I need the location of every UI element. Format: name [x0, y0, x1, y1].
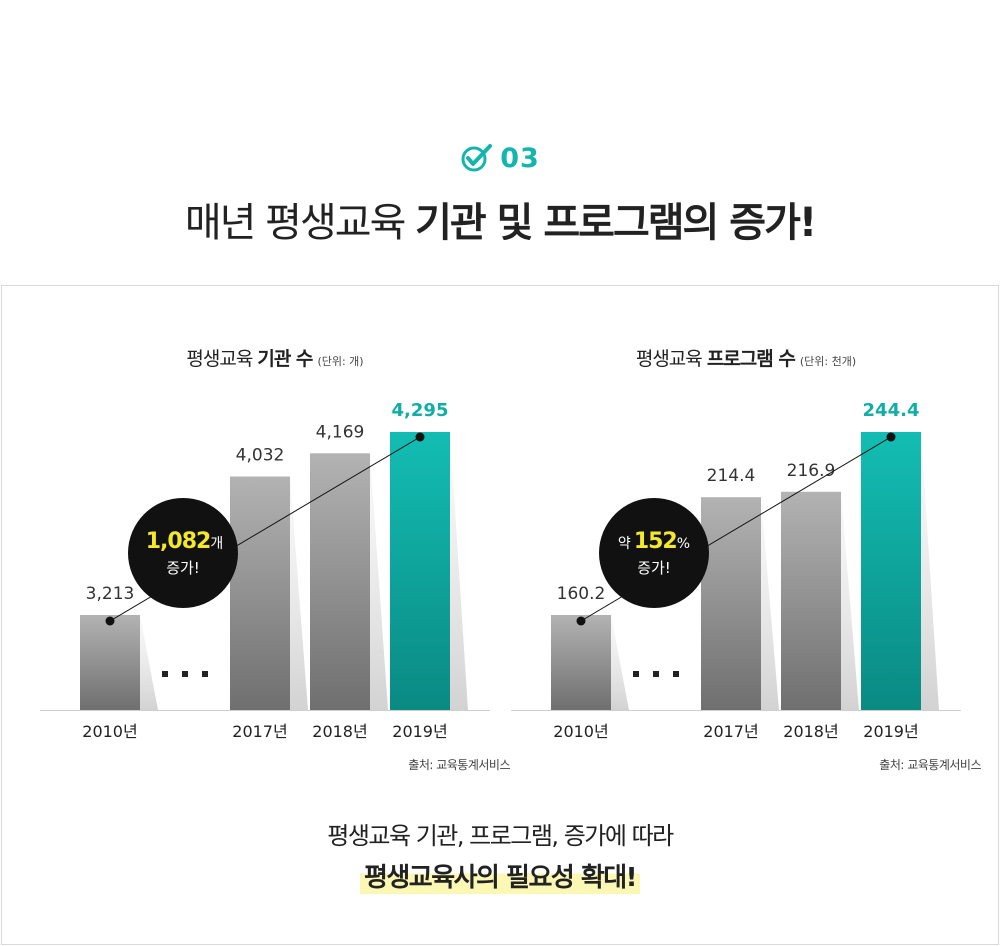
ellipsis-dot [673, 671, 679, 677]
bar-shadow [841, 491, 859, 710]
conclusion: 평생교육 기관, 프로그램, 증가에 따라 평생교육사의 필요성 확대! [2, 816, 998, 894]
bar-value-label: 4,295 [392, 400, 449, 421]
page-title-light: 매년 평생교육 [184, 200, 416, 246]
bar-shadow [761, 497, 779, 710]
callout-line: 약 152% [618, 529, 690, 554]
x-tick-label: 2010년 [553, 722, 608, 741]
conclusion-line: 평생교육 기관, 프로그램, 증가에 따라 [327, 822, 674, 850]
chart-title-strong: 프로그램 수 [706, 348, 796, 370]
chart-title-strong: 기관 수 [257, 348, 313, 370]
ellipsis-dot [162, 671, 168, 677]
bar-value-label: 160.2 [557, 584, 606, 604]
callout-unit: % [676, 535, 691, 552]
bar [230, 476, 290, 710]
bar [861, 432, 921, 710]
bar-value-label: 244.4 [863, 400, 920, 421]
callout-text: 증가! [166, 558, 200, 577]
x-tick-label: 2019년 [863, 722, 918, 741]
bar-shadow [921, 432, 939, 710]
x-tick-label: 2019년 [392, 722, 447, 741]
increase-callout: 약 152% 증가! [599, 498, 709, 608]
bar [781, 491, 841, 710]
bar-shadow [290, 476, 308, 710]
institutions-chart: 평생교육 기관 수 (단위: 개) 3,213 2010년 4,032 2017년 4,… [40, 286, 510, 776]
trend-end-dot [415, 432, 425, 442]
chart-title-light: 평생교육 [635, 348, 707, 370]
page-title: 매년 평생교육 기관 및 프로그램의 증가! [0, 190, 1000, 248]
x-tick-label: 2010년 [82, 722, 137, 741]
bar [80, 615, 140, 710]
callout-unit: 개 [210, 535, 224, 552]
chart-source: 출처: 교육통계서비스 [879, 758, 981, 772]
charts-panel: 평생교육 기관 수 (단위: 개) 3,213 2010년 4,032 2017년 4,… [1, 285, 999, 945]
bar-shadow [140, 615, 158, 710]
x-tick-label: 2017년 [703, 722, 758, 741]
section-badge: 03 [0, 138, 1000, 178]
ellipsis-dot [633, 671, 639, 677]
section-number: 03 [500, 142, 540, 174]
bar-shadow [370, 453, 388, 710]
trend-end-dot [886, 432, 896, 442]
bar-shadow [611, 615, 629, 710]
bar [701, 497, 761, 710]
increase-callout: 1,082개 증가! [128, 498, 238, 608]
bar-value-label: 216.9 [787, 461, 836, 481]
page-title-strong: 기관 및 프로그램의 증가! [415, 200, 817, 246]
ellipsis-dot [202, 671, 208, 677]
bar-value-label: 214.4 [707, 466, 756, 486]
chart-title: 평생교육 기관 수 (단위: 개) [40, 344, 510, 371]
bar [551, 615, 611, 710]
callout-text: 증가! [637, 558, 671, 577]
bar-value-label: 3,213 [86, 584, 135, 604]
x-tick-label: 2018년 [312, 722, 367, 741]
x-tick-label: 2018년 [783, 722, 838, 741]
programs-chart: 평생교육 프로그램 수 (단위: 천개) 160.2 2010년 214.4 2017… [511, 286, 981, 776]
x-tick-label: 2017년 [232, 722, 287, 741]
bar-shadow [450, 432, 468, 710]
ellipsis-dot [653, 671, 659, 677]
chart-unit: (단위: 천개) [799, 355, 857, 368]
chart-title: 평생교육 프로그램 수 (단위: 천개) [511, 344, 981, 371]
chart-plot: 3,213 2010년 4,032 2017년 4,169 2018년 4,295 2019년 [40, 400, 490, 741]
callout-line: 1,082개 [143, 529, 223, 554]
ellipsis-dot [182, 671, 188, 677]
trend-start-dot [576, 616, 586, 626]
conclusion-highlight: 평생교육사의 필요성 확대! [359, 857, 641, 894]
check-circle-icon [461, 144, 493, 172]
chart-title-light: 평생교육 [186, 348, 258, 370]
bar [310, 453, 370, 710]
bar [390, 432, 450, 710]
chart-unit: (단위: 개) [317, 355, 364, 368]
bar-value-label: 4,169 [316, 422, 365, 442]
callout-prefix: 약 [617, 535, 631, 552]
bar-value-label: 4,032 [236, 445, 285, 465]
trend-start-dot [105, 616, 115, 626]
callout-value: 152 [633, 528, 678, 554]
header: 03 매년 평생교육 기관 및 프로그램의 증가! [0, 0, 1000, 285]
callout-value: 1,082 [145, 528, 212, 554]
chart-source: 출처: 교육통계서비스 [408, 758, 510, 772]
chart-plot: 160.2 2010년 214.4 2017년 216.9 2018년 244.4 2019년 [511, 400, 961, 741]
